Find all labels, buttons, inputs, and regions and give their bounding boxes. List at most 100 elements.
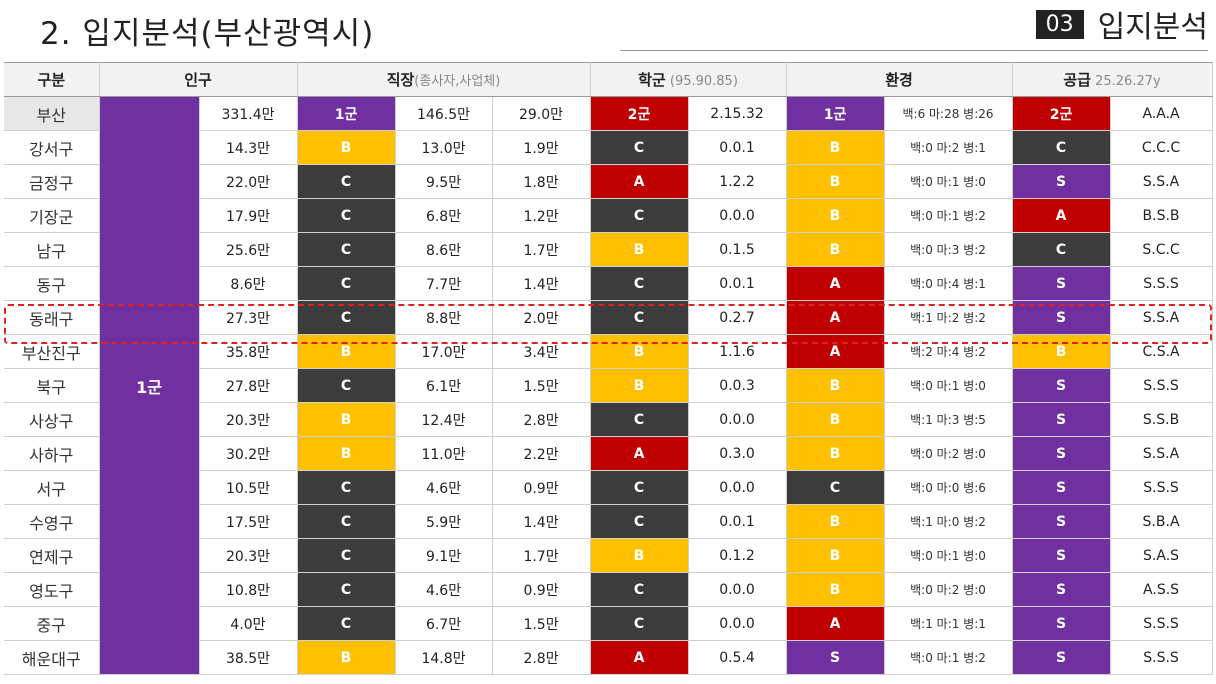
workers-cell: 4.6만 [395, 470, 493, 505]
environment-value-cell: 백:0 마:1 병:0 [884, 538, 1013, 573]
title-divider [620, 50, 1208, 51]
population-cell: 25.6만 [199, 232, 298, 267]
school-grade-cell: A [590, 640, 689, 675]
school-grade-cell: C [590, 606, 689, 641]
school-value-cell: 0.0.0 [688, 572, 787, 607]
workers-cell: 8.6만 [395, 232, 493, 267]
environment-value-cell: 백:0 마:1 병:0 [884, 164, 1013, 199]
business-cell: 3.4만 [492, 334, 591, 369]
school-grade-cell: A [590, 164, 689, 199]
region-cell: 부산 [4, 96, 100, 131]
population-cell: 8.6만 [199, 266, 298, 301]
environment-value-cell: 백:0 마:4 병:1 [884, 266, 1013, 301]
environment-value-cell: 백:0 마:0 병:6 [884, 470, 1013, 505]
business-cell: 1.7만 [492, 232, 591, 267]
environment-grade-cell: A [786, 606, 885, 641]
business-cell: 29.0만 [492, 96, 591, 131]
table-row: 북구 27.8만 C 6.1만 1.5만 B 0.0.3 B 백:0 마:1 병:0 S S.S.S [4, 368, 1213, 403]
work-grade-cell: B [297, 436, 396, 471]
supply-value-cell: A.S.S [1110, 572, 1213, 607]
supply-value-cell: S.S.A [1110, 300, 1213, 335]
school-grade-cell: C [590, 198, 689, 233]
table-row: 해운대구 38.5만 B 14.8만 2.8만 A 0.5.4 S 백:0 마:1 병:2 S S.… [4, 640, 1213, 675]
school-grade-cell: 2군 [590, 96, 689, 131]
environment-grade-cell: B [786, 572, 885, 607]
col-environment: 환경 [786, 62, 1013, 97]
work-grade-cell: B [297, 130, 396, 165]
workers-cell: 9.5만 [395, 164, 493, 199]
work-grade-cell: C [297, 300, 396, 335]
workers-cell: 6.7만 [395, 606, 493, 641]
work-grade-cell: C [297, 164, 396, 199]
environment-grade-cell: A [786, 300, 885, 335]
supply-grade-cell: S [1012, 606, 1111, 641]
supply-grade-cell: S [1012, 640, 1111, 675]
table-row: 동래구 27.3만 C 8.8만 2.0만 C 0.2.7 A 백:1 마:2 병:2 S S.S.… [4, 300, 1213, 335]
region-cell: 서구 [4, 470, 100, 505]
supply-grade-cell: S [1012, 572, 1111, 607]
environment-value-cell: 백:0 마:2 병:0 [884, 572, 1013, 607]
table-row: 사상구 20.3만 B 12.4만 2.8만 C 0.0.0 B 백:1 마:3 병:5 S S.S… [4, 402, 1213, 437]
table-row-busan: 부산 1군 331.4만 1군 146.5만 29.0만 2군 2.15.32 … [4, 96, 1213, 675]
table-row: 수영구 17.5만 C 5.9만 1.4만 C 0.0.1 B 백:1 마:0 병:2 S S.B.… [4, 504, 1213, 539]
school-value-cell: 0.0.0 [688, 470, 787, 505]
environment-grade-cell: 1군 [786, 96, 885, 131]
population-cell: 17.9만 [199, 198, 298, 233]
environment-grade-cell: B [786, 130, 885, 165]
school-grade-cell: C [590, 130, 689, 165]
region-cell: 영도구 [4, 572, 100, 607]
supply-value-cell: S.A.S [1110, 538, 1213, 573]
population-cell: 10.8만 [199, 572, 298, 607]
school-grade-cell: C [590, 572, 689, 607]
population-cell: 14.3만 [199, 130, 298, 165]
environment-grade-cell: B [786, 368, 885, 403]
business-cell: 1.9만 [492, 130, 591, 165]
environment-value-cell: 백:2 마:4 병:2 [884, 334, 1013, 369]
col-population: 인구 [99, 62, 298, 97]
work-grade-cell: B [297, 640, 396, 675]
supply-grade-cell: S [1012, 266, 1111, 301]
work-grade-cell: C [297, 470, 396, 505]
supply-grade-cell: S [1012, 470, 1111, 505]
workers-cell: 14.8만 [395, 640, 493, 675]
school-value-cell: 2.15.32 [688, 96, 787, 131]
supply-grade-cell: 2군 [1012, 96, 1111, 131]
supply-value-cell: S.S.S [1110, 640, 1213, 675]
school-value-cell: 0.0.3 [688, 368, 787, 403]
environment-grade-cell: B [786, 198, 885, 233]
workers-cell: 8.8만 [395, 300, 493, 335]
business-cell: 1.7만 [492, 538, 591, 573]
school-value-cell: 0.3.0 [688, 436, 787, 471]
environment-grade-cell: B [786, 402, 885, 437]
supply-value-cell: S.C.C [1110, 232, 1213, 267]
school-value-cell: 0.1.2 [688, 538, 787, 573]
business-cell: 2.0만 [492, 300, 591, 335]
supply-grade-cell: S [1012, 504, 1111, 539]
school-value-cell: 0.1.5 [688, 232, 787, 267]
table-row: 사하구 30.2만 B 11.0만 2.2만 A 0.3.0 B 백:0 마:2 병:0 S S.S… [4, 436, 1213, 471]
workers-cell: 146.5만 [395, 96, 493, 131]
environment-grade-cell: A [786, 334, 885, 369]
table-row: 기장군 17.9만 C 6.8만 1.2만 C 0.0.0 B 백:0 마:1 병:2 A B.S.… [4, 198, 1213, 233]
col-region: 구분 [4, 62, 100, 97]
supply-value-cell: S.S.B [1110, 402, 1213, 437]
region-cell: 수영구 [4, 504, 100, 539]
population-group-cell: 1군 [99, 96, 200, 675]
work-grade-cell: C [297, 266, 396, 301]
supply-grade-cell: B [1012, 334, 1111, 369]
region-cell: 기장군 [4, 198, 100, 233]
work-grade-cell: C [297, 504, 396, 539]
location-analysis-table: 구분 인구 직장(종사자,사업체) 학군 (95.90.85) 환경 공급 25… [4, 62, 1213, 675]
supply-value-cell: S.S.A [1110, 164, 1213, 199]
table-row: 동구 8.6만 C 7.7만 1.4만 C 0.0.1 A 백:0 마:4 병:1 S S.S.S [4, 266, 1213, 301]
environment-grade-cell: S [786, 640, 885, 675]
supply-value-cell: B.S.B [1110, 198, 1213, 233]
table-row: 금정구 22.0만 C 9.5만 1.8만 A 1.2.2 B 백:0 마:1 병:0 S S.S.… [4, 164, 1213, 199]
school-value-cell: 0.5.4 [688, 640, 787, 675]
work-grade-cell: B [297, 334, 396, 369]
workers-cell: 9.1만 [395, 538, 493, 573]
environment-value-cell: 백:0 마:2 병:1 [884, 130, 1013, 165]
page-title: 2. 입지분석(부산광역시) [40, 16, 375, 52]
supply-grade-cell: S [1012, 368, 1111, 403]
workers-cell: 6.1만 [395, 368, 493, 403]
